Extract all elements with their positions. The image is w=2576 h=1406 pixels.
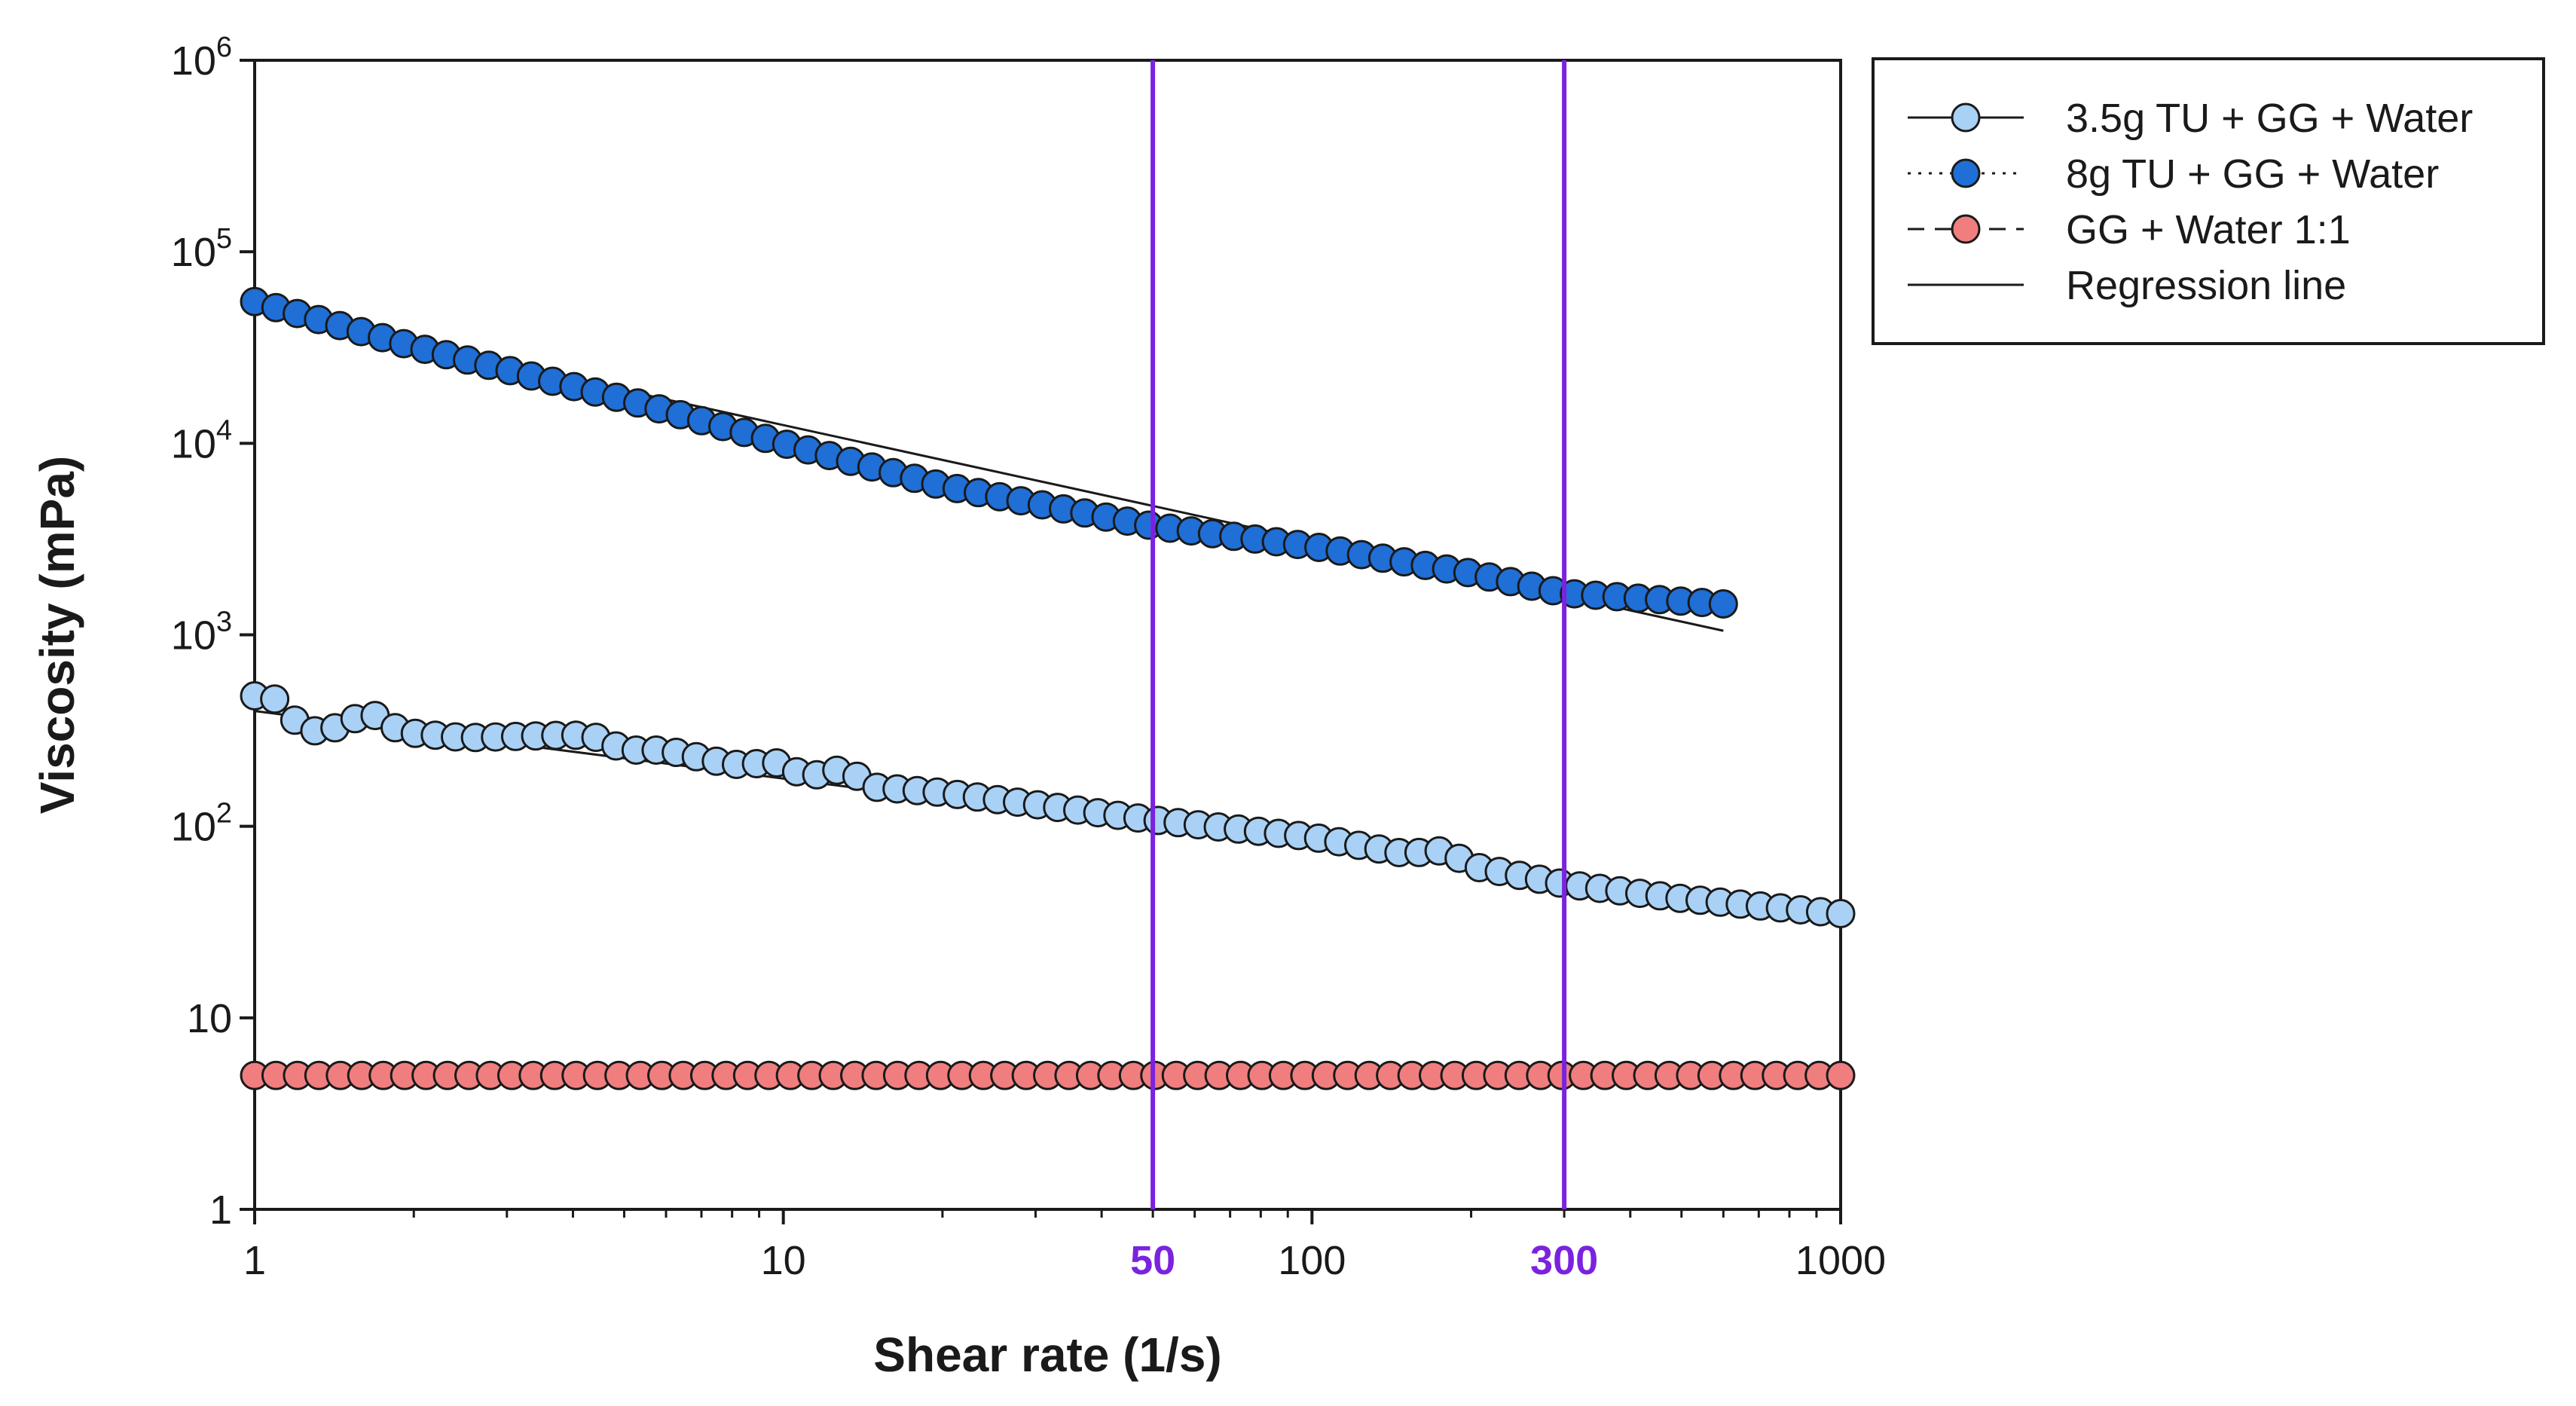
data-series [240,286,1856,1090]
series-line [254,301,1724,605]
series-1 [240,681,1856,928]
y-tick-label: 105 [171,223,232,275]
y-tick-exponent: 3 [216,607,232,638]
y-tick-exponent: 6 [216,32,232,63]
series-3 [240,1060,1856,1090]
marker-label-300: 300 [1530,1238,1598,1283]
y-tick-label: 104 [171,414,232,466]
y-tick-label: 103 [171,607,232,659]
legend-entry-2: 8g TU + GG + Water [1908,151,2439,197]
regression-lines [254,308,1841,915]
y-tick-exponent: 4 [216,414,232,446]
plot-area [253,59,1842,1211]
data-point [1708,589,1738,619]
legend-marker [1951,214,1981,244]
y-tick-label: 106 [171,32,232,84]
legend-marker [1951,158,1981,188]
x-tick-label: 10 [761,1238,806,1283]
x-tick-label: 1000 [1795,1238,1886,1283]
series-2 [240,286,1738,619]
legend-marker [1951,102,1981,133]
data-point [1826,899,1856,928]
axes: 1 10 100 1000 50 300 1 10 102 103 104 105 106 Shear r… [30,32,1886,1382]
y-axis-title: Viscosity (mPa) [30,456,84,814]
legend-label: 3.5g TU + GG + Water [2066,96,2473,141]
x-tick-label: 100 [1278,1238,1346,1283]
legend-box [1872,57,2545,345]
legend-label: 8g TU + GG + Water [2066,151,2439,197]
legend-label: Regression line [2066,263,2346,308]
legend-entry-3: GG + Water 1:1 [1908,207,2351,252]
data-point [260,684,290,714]
y-tick-exponent: 5 [216,223,232,255]
vertical-markers [1150,60,1567,1209]
y-tick-label: 102 [171,798,232,850]
legend-entry-4: Regression line [1908,263,2346,308]
legend-label: GG + Water 1:1 [2066,207,2351,252]
marker-label-50: 50 [1130,1238,1175,1283]
plot-frame [253,59,1842,1211]
legend-entry-1: 3.5g TU + GG + Water [1908,96,2473,141]
data-point [1826,1060,1856,1090]
y-tick-label: 10 [187,996,232,1041]
x-axis-title: Shear rate (1/s) [873,1328,1221,1382]
y-tick-label: 1 [209,1187,232,1233]
legend: 3.5g TU + GG + Water 8g TU + GG + Water GG… [1872,57,2545,345]
x-tick-label: 1 [243,1238,266,1283]
y-tick-exponent: 2 [216,798,232,830]
